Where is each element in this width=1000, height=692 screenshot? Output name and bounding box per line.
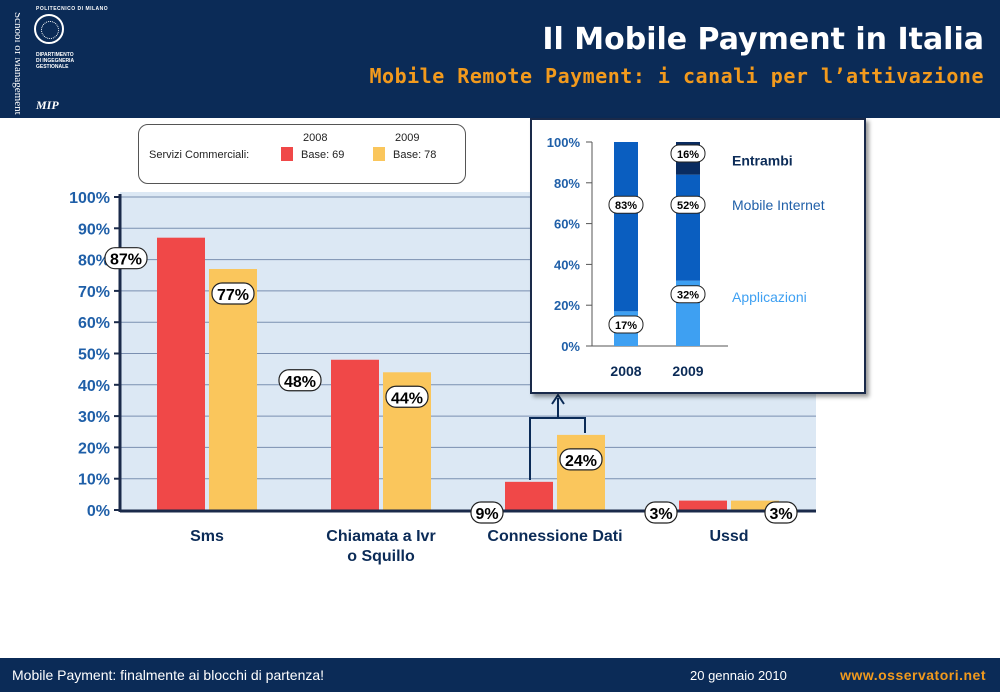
inset-y-tick-label: 40% [554,257,580,272]
inset-label-bubble [670,144,706,163]
category-label: Ussd [709,528,748,545]
inset-bar-mobile-internet [614,142,638,312]
department-name: DIPARTIMENTO DI INGEGNERIA GESTIONALE [36,52,75,70]
inset-legend-entrambi: Entrambi [732,152,793,168]
data-label-bubble [644,501,678,524]
y-tick-label: 0% [87,503,110,520]
y-tick-label: 50% [78,347,110,364]
bar-2008 [505,481,553,510]
legend-swatch-2009 [373,147,385,161]
inset-legend-mobile-internet: Mobile Internet [732,197,825,213]
category-label: Sms [190,528,224,545]
data-label-bubble [470,501,504,524]
svg-text:School of Management: School of Management [12,12,20,115]
data-label-text: 44% [391,390,423,407]
y-tick-label: 60% [78,315,110,332]
inset-label-text: 16% [677,149,699,161]
data-label-text: 77% [217,287,249,304]
inset-data-label: 17% [608,315,644,334]
bar-2008 [157,237,205,510]
inset-bar-mobile-internet [676,174,700,281]
inset-data-label: 52% [670,195,706,214]
y-tick-label: 10% [78,472,110,489]
bar-2008 [679,500,727,510]
data-label-text: 24% [565,453,597,470]
data-label-text: 87% [110,252,142,269]
bar-2009 [731,500,779,510]
university-name: POLITECNICO DI MILANO [36,6,109,12]
inset-y-tick-label: 60% [554,217,580,232]
mip-logo: MIP [36,98,59,112]
inset-y-tick-label: 0% [561,339,580,354]
y-tick-label: 30% [78,409,110,426]
university-seal-icon [34,14,64,44]
data-label-2009: 3% [764,501,798,524]
legend-year-2008: 2008 [303,132,328,144]
data-label-bubble [385,385,429,408]
inset-label-text: 83% [615,200,637,212]
inset-label-text: 52% [677,200,699,212]
inset-data-label: 16% [670,144,706,163]
y-tick-label: 20% [78,440,110,457]
inset-category-label: 2009 [672,363,703,379]
data-label-bubble [559,448,603,471]
inset-data-label: 83% [608,195,644,214]
inset-y-tick-label: 80% [554,176,580,191]
data-label-text: 3% [769,506,792,523]
data-label-bubble [104,247,148,270]
inset-category-label: 2008 [610,363,641,379]
data-label-2009: 77% [211,282,255,305]
data-label-bubble [211,282,255,305]
inset-label-bubble [670,195,706,214]
data-label-bubble [278,369,322,392]
data-label-text: 48% [284,374,316,391]
y-tick-label: 40% [78,378,110,395]
data-label-2008: 48% [278,369,322,392]
legend-box: Servizi Commerciali: 2008 Base: 69 2009 … [138,124,466,184]
inset-y-tick-label: 20% [554,298,580,313]
legend-swatch-2008 [281,147,293,161]
data-label-2008: 87% [104,247,148,270]
header-banner: School of Management POLITECNICO DI MILA… [0,0,1000,118]
inset-label-bubble [608,315,644,334]
y-tick-label: 90% [78,221,110,238]
inset-chart-panel: 0% 20% 40% 60% 80% 100% 17% 83% 32% 52% 16% Entra… [530,118,866,394]
y-tick-label: 100% [69,190,110,207]
category-label: o Squillo [347,548,415,565]
inset-data-label: 32% [670,285,706,304]
footer-date: 20 gennaio 2010 [690,668,787,683]
category-label: Connessione Dati [487,528,622,545]
school-of-management-label: School of Management [12,12,20,115]
slide-title: Il Mobile Payment in Italia [542,22,984,57]
data-label-2008: 3% [644,501,678,524]
bar-2008 [331,359,379,510]
data-label-2009: 44% [385,385,429,408]
legend-label: Servizi Commerciali: [149,149,250,161]
y-tick-label: 70% [78,284,110,301]
data-label-text: 9% [475,506,498,523]
legend-base-2008: Base: 69 [301,149,345,161]
footer-text: Mobile Payment: finalmente ai blocchi di… [12,667,325,683]
inset-legend-applicazioni: Applicazioni [732,289,807,305]
inset-label-text: 32% [677,290,699,302]
inset-label-text: 17% [615,320,637,332]
inset-label-bubble [608,195,644,214]
footer-bar: Mobile Payment: finalmente ai blocchi di… [0,658,1000,692]
inset-label-bubble [670,285,706,304]
data-label-2009: 24% [559,448,603,471]
inset-y-tick-label: 100% [547,135,581,150]
footer-url[interactable]: www.osservatori.net [840,667,986,683]
inset-stacked-chart: 0% 20% 40% 60% 80% 100% 17% 83% 32% 52% 16% Entra… [547,135,825,379]
bar-2009 [209,268,257,510]
legend-base-2009: Base: 78 [393,149,437,161]
category-label: Chiamata a Ivr [326,528,435,545]
data-label-2008: 9% [470,501,504,524]
slide-subtitle: Mobile Remote Payment: i canali per l’at… [369,64,984,88]
y-tick-label: 80% [78,253,110,270]
data-label-text: 3% [649,506,672,523]
bar-2009 [557,434,605,510]
data-label-bubble [764,501,798,524]
connector-arrow-icon [551,393,565,405]
legend-year-2009: 2009 [395,132,420,144]
